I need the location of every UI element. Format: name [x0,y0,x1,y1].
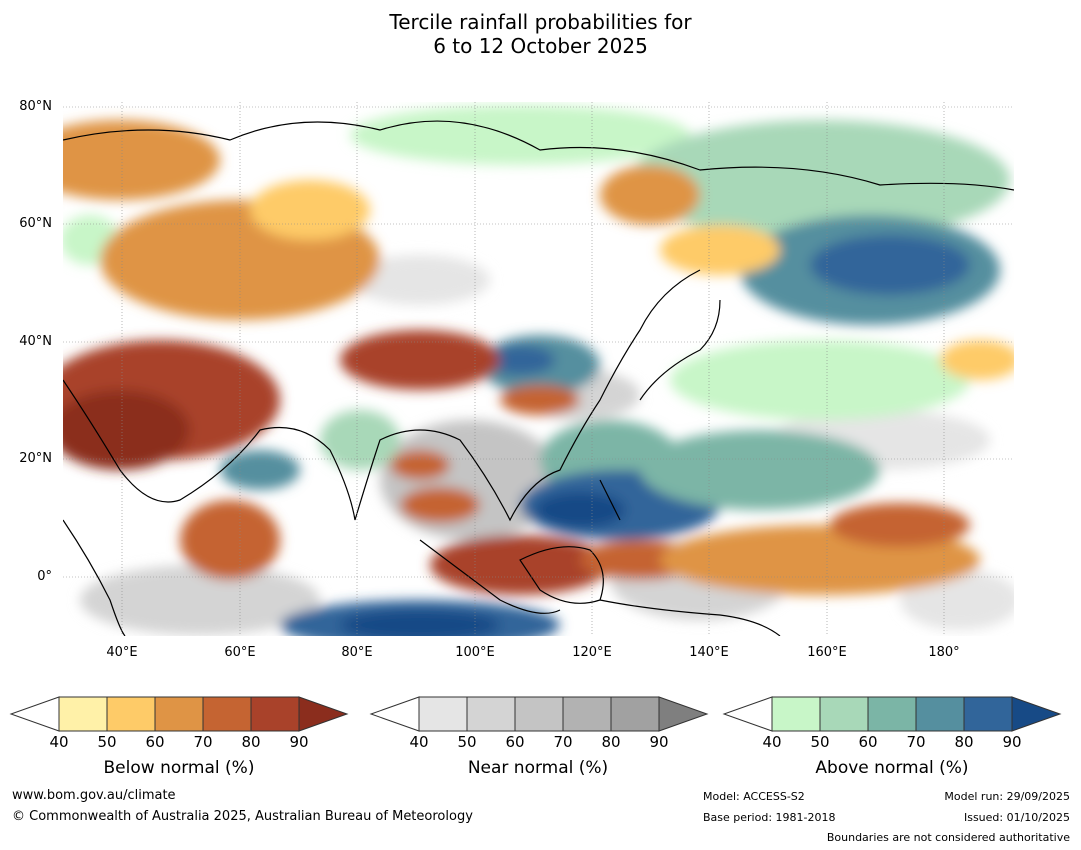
near-normal-colorbar-tick: 80 [601,733,621,751]
above-normal-colorbar-title: Above normal (%) [815,758,969,778]
lon-label-80e: 80°E [341,645,373,660]
below-normal-colorbar-segment [250,696,300,732]
near-normal-colorbar-segment [610,696,660,732]
above-normal-colorbar-over-arrow [1011,696,1062,732]
above-normal-region [220,450,300,490]
above-normal-region [810,235,970,295]
map-plot-area [63,102,1014,636]
near-normal-colorbar-segment [466,696,516,732]
below-normal-region [250,180,370,240]
above-normal-colorbar-tick: 60 [858,733,878,751]
copyright-text: © Commonwealth of Australia 2025, Austra… [12,809,473,824]
below-normal-region [63,120,220,200]
below-normal-colorbar-segment [154,696,204,732]
near-normal-region [80,565,320,635]
near-normal-colorbar-over-arrow [658,696,709,732]
lon-label-120e: 120°E [572,645,612,660]
above-normal-region [340,610,500,636]
near-normal-colorbar-under-arrow [369,696,420,732]
model-text: Model: ACCESS-S2 [703,790,805,803]
near-normal-colorbar-segment [514,696,564,732]
lon-label-140e: 140°E [689,645,729,660]
above-normal-region [630,120,1010,240]
above-normal-region [670,340,970,420]
near-normal-colorbar-segment [418,696,468,732]
lon-label-180: 180° [928,645,960,660]
map-title-line2: 6 to 12 October 2025 [433,34,648,58]
below-normal-colorbar-tick: 90 [289,733,309,751]
below-normal-region [63,390,190,470]
near-normal-colorbar-tick: 40 [409,733,429,751]
below-normal-region [940,340,1014,380]
near-normal-colorbar-title: Near normal (%) [467,758,609,778]
above-normal-colorbar-segment [819,696,869,732]
near-normal-region [350,255,490,305]
lat-label-20n: 20°N [19,451,52,466]
disclaimer-text: Boundaries are not considered authoritat… [826,831,1070,844]
lat-label-40n: 40°N [19,334,52,349]
near-normal-colorbar-tick: 60 [505,733,525,751]
above-normal-colorbar-tick: 50 [810,733,830,751]
below-normal-colorbar-under-arrow [9,696,60,732]
above-normal-colorbar-segment [963,696,1013,732]
below-normal-colorbar-segment [106,696,156,732]
below-normal-colorbar-title: Below normal (%) [103,758,255,778]
near-normal-colorbar-segment [562,696,612,732]
below-normal-colorbar-tick: 70 [193,733,213,751]
near-normal-colorbar-tick: 50 [457,733,477,751]
below-normal-region [180,500,280,580]
lat-label-0: 0° [37,569,52,584]
lat-label-60n: 60°N [19,216,52,231]
above-normal-region [535,492,625,528]
coastlines [63,120,1014,636]
above-normal-colorbar-segment [867,696,917,732]
above-normal-colorbar-segment [771,696,821,732]
colorbars [9,696,1062,732]
near-normal-colorbar-tick: 70 [553,733,573,751]
below-normal-region [500,385,580,415]
lat-label-80n: 80°N [19,99,52,114]
below-normal-colorbar-tick: 50 [97,733,117,751]
above-normal-region [350,105,690,165]
lon-label-40e: 40°E [106,645,138,660]
below-normal-region [830,503,970,547]
lon-label-100e: 100°E [455,645,495,660]
lon-label-60e: 60°E [224,645,256,660]
website-link[interactable]: www.bom.gov.au/climate [12,788,176,803]
below-normal-colorbar-tick: 40 [49,733,69,751]
above-normal-region [485,345,555,375]
below-normal-region [660,225,780,275]
graticule [63,102,1014,636]
below-normal-colorbar-tick: 80 [241,733,261,751]
map-title-line1: Tercile rainfall probabilities for [389,10,692,34]
above-normal-colorbar-tick: 70 [906,733,926,751]
above-normal-region [640,430,880,510]
below-normal-colorbar-segment [202,696,252,732]
lon-label-160e: 160°E [807,645,847,660]
issued-text: Issued: 01/10/2025 [963,811,1070,824]
below-normal-region [600,165,700,225]
below-normal-colorbar-over-arrow [298,696,349,732]
above-normal-colorbar-segment [915,696,965,732]
below-normal-region [390,450,450,480]
above-normal-colorbar-under-arrow [722,696,773,732]
base-period-text: Base period: 1981-2018 [703,811,836,824]
above-normal-region [320,410,400,470]
below-normal-region [340,330,500,390]
below-normal-colorbar-tick: 60 [145,733,165,751]
below-normal-region [400,487,480,523]
model-run-text: Model run: 29/09/2025 [944,790,1070,803]
above-normal-colorbar-tick: 80 [954,733,974,751]
above-normal-colorbar-tick: 90 [1002,733,1022,751]
near-normal-colorbar-tick: 90 [649,733,669,751]
above-normal-colorbar-tick: 40 [762,733,782,751]
below-normal-colorbar-segment [58,696,108,732]
